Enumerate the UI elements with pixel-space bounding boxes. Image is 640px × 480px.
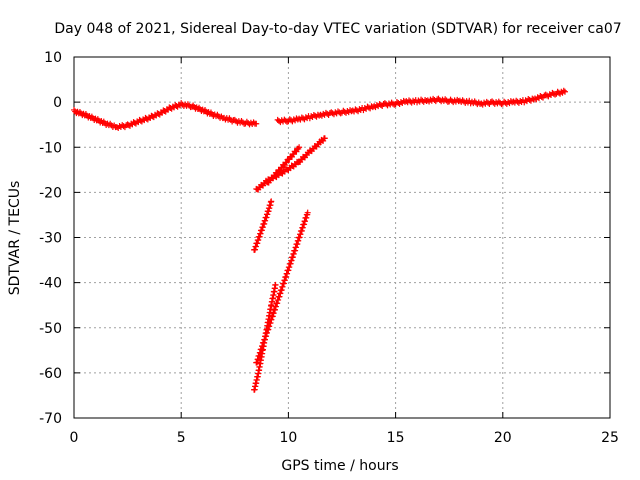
series-main-track — [71, 100, 260, 131]
data-point — [356, 106, 363, 113]
data-point — [321, 135, 328, 142]
y-tick-label: -70 — [39, 411, 62, 427]
x-tick-label: 0 — [70, 430, 79, 446]
data-point — [283, 159, 290, 166]
data-point — [459, 97, 466, 104]
data-point — [471, 98, 478, 105]
data-point — [253, 120, 260, 127]
data-point — [391, 101, 398, 108]
y-tick-label: 0 — [53, 95, 62, 111]
x-tick-label: 15 — [387, 430, 405, 446]
chart-title: Day 048 of 2021, Sidereal Day-to-day VTE… — [54, 21, 621, 37]
y-tick-label: -20 — [39, 185, 62, 201]
series-arc-b — [263, 144, 303, 186]
data-point — [443, 97, 450, 104]
data-point — [304, 209, 311, 216]
data-point — [268, 198, 275, 205]
data-point — [517, 97, 524, 104]
data-point — [442, 96, 449, 103]
x-tick-label: 20 — [494, 430, 512, 446]
data-point — [302, 114, 309, 121]
data-point — [485, 99, 492, 106]
series-main-track-2 — [274, 87, 568, 126]
data-marks — [71, 87, 568, 393]
data-point — [454, 96, 461, 103]
data-point — [324, 110, 331, 117]
data-point — [337, 110, 344, 117]
data-point — [272, 281, 279, 288]
data-point — [434, 96, 441, 103]
y-tick-label: -30 — [39, 231, 62, 247]
x-axis: 0 5 10 15 20 25 — [70, 57, 619, 446]
x-axis-label: GPS time / hours — [281, 458, 398, 474]
data-point — [377, 102, 384, 109]
data-point — [296, 144, 303, 151]
series-arc-e — [251, 281, 279, 393]
x-tick-label: 25 — [601, 430, 619, 446]
y-tick-label: -10 — [39, 140, 62, 156]
y-axis-label: SDTVAR / TECUs — [7, 181, 23, 296]
data-point — [497, 99, 504, 106]
y-axis: 10 0 -10 -20 -30 -40 -50 -60 -70 — [39, 50, 610, 427]
data-point — [120, 123, 127, 130]
y-tick-label: 10 — [44, 50, 62, 66]
data-point — [475, 99, 482, 106]
data-point — [410, 97, 417, 104]
data-point — [435, 95, 442, 102]
data-point — [431, 97, 438, 104]
data-point — [538, 93, 545, 100]
x-tick-label: 5 — [177, 430, 186, 446]
y-tick-label: -40 — [39, 276, 62, 292]
data-point — [561, 88, 568, 95]
series-arc-c — [251, 198, 275, 253]
x-tick-label: 10 — [279, 430, 297, 446]
data-point — [243, 118, 250, 125]
y-tick-label: -60 — [39, 366, 62, 382]
data-point — [560, 87, 567, 94]
y-tick-label: -50 — [39, 321, 62, 337]
data-point — [284, 118, 291, 125]
series-arc-a — [253, 135, 328, 193]
